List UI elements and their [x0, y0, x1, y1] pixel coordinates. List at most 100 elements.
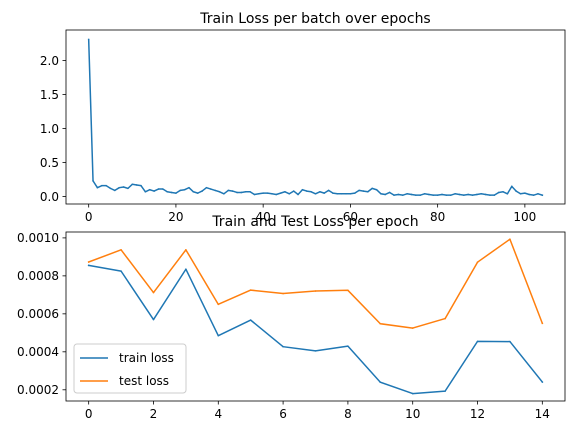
top-chart-series-1-point	[428, 193, 430, 196]
bottom-chart-test-loss-point	[509, 238, 511, 241]
top-chart-series-1-point	[279, 192, 282, 194]
top-chart-x-axis: 0 20 40 60 80 100	[85, 204, 536, 224]
bottom-chart-train-loss-point	[347, 345, 349, 347]
bottom-chart-x-tick-label: 4	[214, 407, 222, 421]
top-chart-series-1-point	[502, 190, 504, 193]
bottom-chart-test-loss-point	[347, 289, 349, 292]
bottom-chart-train-loss-point	[120, 270, 122, 272]
top-chart-y-tick-label: 2.0	[40, 54, 59, 68]
top-chart-series-1-point	[371, 187, 374, 190]
top-chart-series-1-point	[415, 194, 417, 196]
top-chart-series-1-point	[131, 183, 134, 186]
legend: train loss test loss	[73, 343, 187, 394]
bottom-chart-test-loss-point	[541, 322, 544, 325]
top-chart-series-1-point	[140, 184, 142, 187]
top-chart-series-1-point	[362, 190, 365, 192]
top-chart-series-1-point	[297, 193, 299, 196]
top-chart-series-1-point	[214, 189, 216, 192]
top-chart-series-1-point	[87, 38, 90, 41]
bottom-chart-x-tick-label: 0	[85, 407, 93, 421]
top-chart-series-1-point	[179, 189, 182, 192]
bottom-chart-test-loss-point	[282, 292, 284, 295]
top-chart-series-1-point	[432, 194, 435, 196]
top-chart-series-1-point	[353, 192, 356, 194]
top-chart-series-1-point	[319, 190, 321, 193]
top-chart-series-1-point	[515, 190, 517, 192]
top-chart-series-1-point	[118, 186, 121, 189]
bottom-chart-x-tick-label: 6	[279, 407, 287, 421]
top-chart-x-tick-label: 0	[85, 210, 93, 224]
top-chart-series-1-point	[441, 193, 443, 196]
top-chart-series-1-point	[419, 194, 421, 196]
bottom-chart-train-loss-point	[411, 392, 414, 395]
top-chart-x-tick-label: 80	[430, 210, 445, 224]
bottom-chart-test-loss-point	[379, 322, 382, 325]
top-chart-series-1-point	[489, 194, 491, 196]
top-chart-series-1-point	[410, 193, 413, 196]
top-chart-series-1-point	[314, 193, 317, 195]
top-chart-series-1-point	[349, 193, 352, 195]
bottom-chart-y-axis: 0.0002 0.0004 0.0006 0.0008 0.0010	[17, 231, 66, 397]
top-chart-series-1-point	[205, 186, 208, 189]
top-chart-series-1-point	[284, 190, 286, 193]
bottom-chart-test-loss-point	[185, 249, 187, 251]
legend-label-train-loss: train loss	[119, 351, 174, 365]
bottom-chart-test-loss-point	[217, 303, 220, 306]
bottom-chart-x-tick-label: 12	[470, 407, 485, 421]
top-chart-series-1-point	[384, 193, 387, 196]
top-chart-y-tick-label: 1.0	[40, 122, 59, 136]
top-chart-series-1-point	[310, 190, 312, 193]
top-chart-series-1-point	[157, 188, 160, 190]
top-chart-series-1-point	[519, 193, 522, 195]
legend-label-test-loss: test loss	[119, 374, 169, 388]
bottom-chart-train-loss-point	[444, 390, 446, 392]
top-chart-x-tick-label: 100	[513, 210, 536, 224]
top-chart-series-1-point	[467, 193, 469, 196]
top-chart-series-1-point	[148, 188, 151, 191]
top-chart-series-1-point	[114, 189, 116, 192]
top-chart-series-1-point	[406, 193, 408, 195]
top-chart-series-1-point	[109, 187, 112, 190]
bottom-chart-test-loss-point	[314, 290, 317, 292]
top-chart-series-1-point	[166, 190, 168, 193]
top-chart: Train Loss per batch over epochs 0 20 40 60…	[40, 11, 566, 224]
top-chart-series-1-point	[231, 190, 234, 192]
top-chart-series-1-point	[236, 191, 238, 194]
top-chart-series-1-point	[375, 188, 378, 191]
top-chart-series-1-point	[445, 194, 448, 196]
top-chart-series-1-point	[96, 186, 99, 189]
top-chart-series-1-point	[100, 184, 103, 187]
bottom-chart-y-tick-label: 0.0006	[17, 307, 59, 321]
top-chart-series-1-point	[393, 194, 395, 196]
top-chart-series-1-point	[275, 193, 278, 196]
top-chart-series-1-point	[541, 194, 544, 196]
top-chart-x-tick-label: 40	[256, 210, 271, 224]
top-chart-series-1-point	[192, 190, 195, 193]
top-chart-series-1-point	[532, 194, 535, 196]
top-chart-series-1-point	[423, 193, 426, 195]
top-chart-series-1-point	[449, 194, 452, 196]
bottom-chart-train-loss-point	[476, 340, 479, 343]
top-chart-series-1-point	[476, 193, 478, 196]
bottom-chart-train-loss-point	[314, 350, 317, 352]
top-chart-series-1-point	[175, 192, 177, 194]
bottom-chart-test-loss-point	[411, 327, 414, 329]
top-chart-series-1-point	[271, 193, 273, 195]
top-chart-series-1-point	[436, 194, 439, 196]
top-chart-series-1-point	[528, 193, 531, 196]
top-chart-series-1-point	[336, 193, 339, 195]
bottom-chart-train-loss-point	[282, 345, 284, 348]
top-chart-series-1-point	[240, 191, 243, 194]
top-chart-series-1-point	[524, 192, 526, 194]
top-chart-y-tick-label: 0.5	[40, 156, 59, 170]
top-chart-series-1-point	[305, 190, 308, 192]
top-chart-series-1-point	[463, 194, 465, 196]
top-chart-x-tick-label: 20	[168, 210, 183, 224]
bottom-chart-title: Train and Test Loss per epoch	[211, 214, 418, 230]
top-chart-series-1-point	[262, 192, 264, 194]
bottom-chart-test-loss-point	[444, 317, 446, 320]
top-chart-series-1-point	[358, 189, 360, 192]
bottom-chart-train-loss-point	[249, 319, 252, 321]
top-chart-series-1-point	[493, 194, 496, 196]
